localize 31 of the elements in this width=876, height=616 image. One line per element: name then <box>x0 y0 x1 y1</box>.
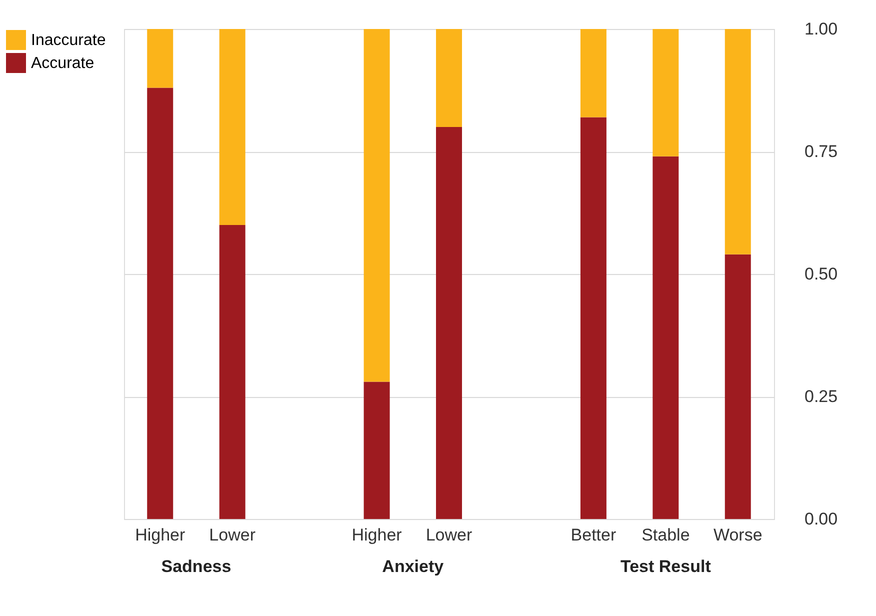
x-tick-label: Higher <box>352 526 402 544</box>
bar <box>580 117 606 519</box>
text: Test Result <box>620 557 712 576</box>
bar <box>436 29 462 127</box>
bar <box>580 29 606 118</box>
bar <box>219 29 246 225</box>
text: Sadness <box>161 557 232 576</box>
bar <box>724 254 751 519</box>
bar <box>147 29 174 88</box>
text: Anxiety <box>382 557 444 576</box>
y-tick-label: 0.25 <box>804 387 838 406</box>
y-tick-label: 1.00 <box>804 20 838 38</box>
bar <box>652 29 679 156</box>
y-tick-label: 0.50 <box>804 264 838 284</box>
x-tick-label: Lower <box>426 526 472 544</box>
bar <box>219 225 246 519</box>
legend-label: Inaccurate <box>31 32 106 49</box>
bar <box>364 29 390 382</box>
x-tick-label: Better <box>570 526 616 544</box>
x-tick-label: Higher <box>135 526 186 544</box>
bar <box>652 156 679 519</box>
bar <box>364 382 390 519</box>
bar <box>436 127 462 519</box>
bar <box>724 29 751 254</box>
x-tick-label: Worse <box>713 526 762 544</box>
bar <box>147 88 174 519</box>
y-tick-label: 0.00 <box>804 510 838 528</box>
x-tick-label: Lower <box>209 526 256 544</box>
y-tick-label: 0.75 <box>804 142 838 161</box>
x-tick-label: Stable <box>642 526 690 544</box>
legend-label: Accurate <box>31 55 94 72</box>
